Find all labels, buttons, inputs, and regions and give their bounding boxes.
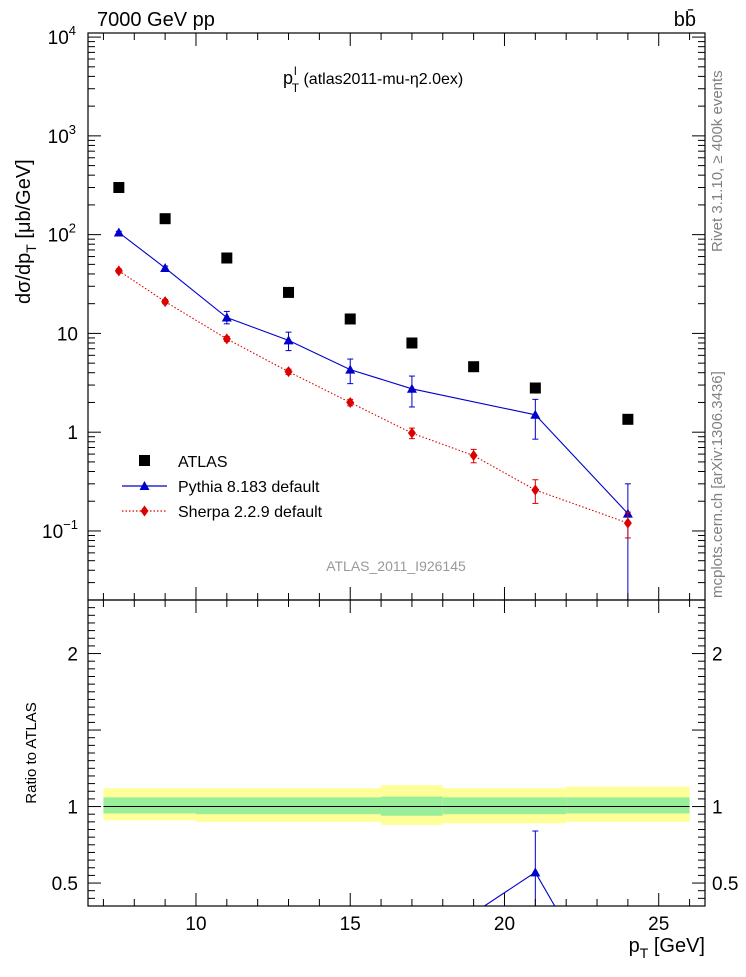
data-point <box>222 333 231 345</box>
y-tick-label: 102 <box>48 221 76 247</box>
data-point <box>406 383 417 393</box>
y-tick-label: 104 <box>48 23 76 49</box>
plot-title-rest: (atlas2011-mu-η2.0ex) <box>299 71 463 88</box>
rivet-label: Rivet 3.1.10, ≥ 400k events <box>709 70 726 252</box>
data-point <box>469 450 478 462</box>
ratio-data-point <box>530 867 541 877</box>
data-point <box>159 213 171 225</box>
y-tick-label: 10−1 <box>42 517 78 543</box>
data-point <box>283 286 295 298</box>
legend-sherpa-label: Sherpa 2.2.9 default <box>178 504 323 521</box>
data-point <box>113 227 124 237</box>
data-point <box>406 337 418 349</box>
data-point <box>221 252 233 264</box>
ratio-bands <box>103 785 690 825</box>
data-point <box>160 262 171 272</box>
data-point <box>221 312 232 322</box>
legend-atlas-marker <box>139 455 150 466</box>
legend-pythia-marker <box>139 481 150 490</box>
y-tick-label: 103 <box>48 122 76 148</box>
legend-sherpa-marker <box>140 505 149 517</box>
header-left: 7000 GeV pp <box>97 9 215 31</box>
series-line <box>118 232 629 514</box>
top-series <box>113 182 634 600</box>
ratio-ylabel: Ratio to ATLAS <box>23 702 40 803</box>
ratio-band-inner <box>195 797 382 815</box>
ratio-y-tick-label: 1 <box>67 798 78 819</box>
data-point <box>529 382 541 394</box>
legend: ATLAS Pythia 8.183 default Sherpa 2.2.9 … <box>122 454 323 521</box>
legend-atlas-label: ATLAS <box>178 454 228 471</box>
ratio-series <box>483 830 556 906</box>
header-right: bb̄ <box>674 8 696 31</box>
mcplots-label: mcplots.cern.ch [arXiv:1306.3436] <box>709 371 726 598</box>
plot-title-main: p <box>283 68 293 88</box>
data-point <box>284 366 293 378</box>
analysis-watermark: ATLAS_2011_I926145 <box>326 558 466 574</box>
data-point <box>161 296 170 308</box>
data-point <box>114 265 123 277</box>
ratio-series-group <box>483 830 556 906</box>
ratio-y-tick-label-right: 1 <box>712 798 723 819</box>
x-tick-label: 10 <box>185 914 206 935</box>
ratio-y-tick-label: 0.5 <box>52 874 78 895</box>
plot-title-sup: l <box>294 64 297 78</box>
data-point <box>346 396 355 408</box>
ratio-band-inner <box>103 797 196 814</box>
data-point <box>622 413 634 425</box>
data-point <box>531 484 540 496</box>
data-point <box>468 361 480 373</box>
x-tick-label: 25 <box>648 914 669 935</box>
ratio-band-inner <box>566 797 690 814</box>
data-point <box>623 517 632 529</box>
plot-title-sub: T <box>292 81 300 95</box>
data-point <box>344 313 356 325</box>
ratio-band-inner <box>442 797 567 815</box>
data-point <box>113 182 125 194</box>
ratio-y-tick-label-right: 2 <box>712 645 723 666</box>
plot-title: pl T (atlas2011-mu-η2.0ex) <box>283 64 463 95</box>
ratio-plot-ticks: 10 15 20 25 0.5 0.5 1 1 2 2 <box>52 599 738 935</box>
data-point <box>530 409 541 419</box>
ratio-xlabel: pT [GeV] <box>629 935 705 961</box>
data-point <box>345 364 356 374</box>
data-point <box>407 427 416 439</box>
ratio-y-tick-label: 2 <box>67 645 78 666</box>
data-point <box>283 335 294 345</box>
ratio-y-tick-label-right: 0.5 <box>712 874 738 895</box>
x-tick-label: 15 <box>340 914 361 935</box>
y-tick-label: 10 <box>57 324 78 345</box>
y-tick-label: 1 <box>67 423 78 444</box>
top-ylabel: dσ/dpT [μb/GeV] <box>13 159 39 304</box>
ratio-plot-panel: 10 15 20 25 0.5 0.5 1 1 2 2 Ratio to ATLAS pT [Ge… <box>23 599 738 961</box>
x-tick-label: 20 <box>494 914 515 935</box>
legend-pythia-label: Pythia 8.183 default <box>178 479 320 496</box>
